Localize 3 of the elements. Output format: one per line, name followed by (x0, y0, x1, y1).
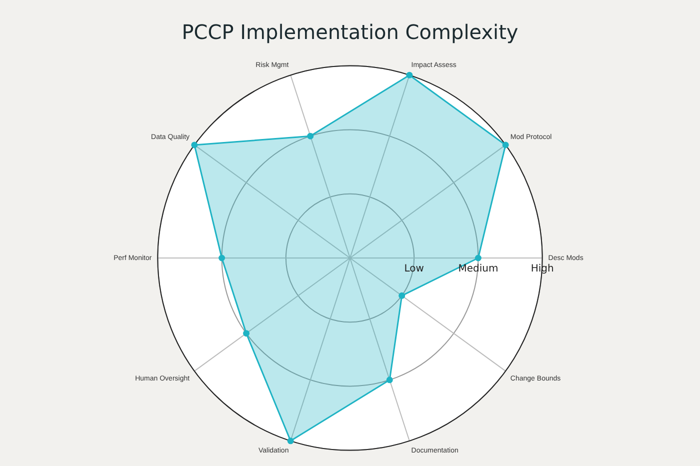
y-tick-label: Medium (458, 264, 498, 275)
y-tick-label: Low (404, 264, 424, 275)
chart-title: PCCP Implementation Complexity (182, 20, 518, 44)
